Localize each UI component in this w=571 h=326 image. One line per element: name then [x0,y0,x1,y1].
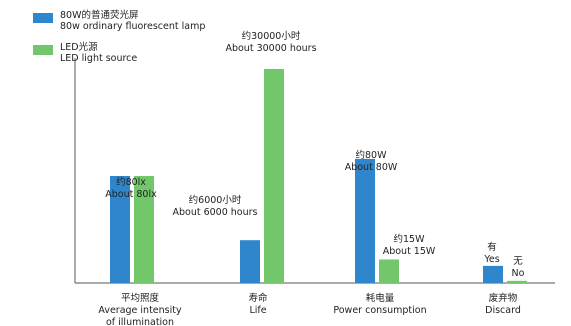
value-label-s0-c1-line-0: 约6000小时 [189,194,242,206]
bars-layer [110,69,527,283]
value-label-s0-c1-line-1: About 6000 hours [172,207,257,218]
value-label-s0-c2-line-1: About 80W [345,162,398,173]
legend-swatch-1 [33,45,53,55]
category-label-0-line-0: 平均照度 [121,292,160,304]
bar-s0-c3 [483,265,503,283]
value-label-s1-c3-line-0: 无 [513,256,523,267]
category-label-1-line-0: 寿命 [248,292,268,304]
bar-s0-c2 [355,158,375,283]
bar-s1-c0 [134,176,154,283]
bar-s1-c2 [379,259,399,283]
value-label-c0-line-1: About 80lx [105,189,157,200]
category-label-3-line-1: Discard [485,305,521,316]
bar-s1-c3 [507,280,527,283]
value-label-s0-c3-line-1: Yes [483,254,499,265]
legend-swatch-0 [33,13,53,23]
value-label-s0-c3-line-0: 有 [487,241,497,253]
bar-s0-c0 [110,176,130,283]
category-label-0-line-2: of illumination [106,317,174,326]
value-label-s1-c1-line-0: 约30000小时 [242,30,301,42]
value-label-s1-c2-line-1: About 15W [383,246,436,257]
value-label-c0-line-0: 约80lx [116,176,146,188]
legend-label-0: 80W的普通荧光屏 [60,9,138,21]
bar-s0-c1 [240,240,260,283]
category-label-2-line-0: 耗电量 [366,292,395,304]
value-label-s1-c3-line-1: No [512,268,525,279]
category-label-2-line-1: Power consumption [333,305,426,316]
value-label-s1-c2-line-0: 约15W [394,233,426,245]
legend-label-en-1: LED light source [60,53,137,64]
legend-label-en-0: 80w ordinary fluorescent lamp [60,21,205,32]
value-label-s0-c2-line-0: 约80W [356,149,388,161]
value-label-s1-c1-line-1: About 30000 hours [225,43,316,54]
category-label-3-line-0: 废弃物 [489,292,518,304]
bar-s1-c1 [264,69,284,283]
legend-label-1: LED光源 [60,41,98,53]
category-label-1-line-1: Life [249,305,266,316]
category-label-0-line-1: Average intensity [98,305,182,316]
